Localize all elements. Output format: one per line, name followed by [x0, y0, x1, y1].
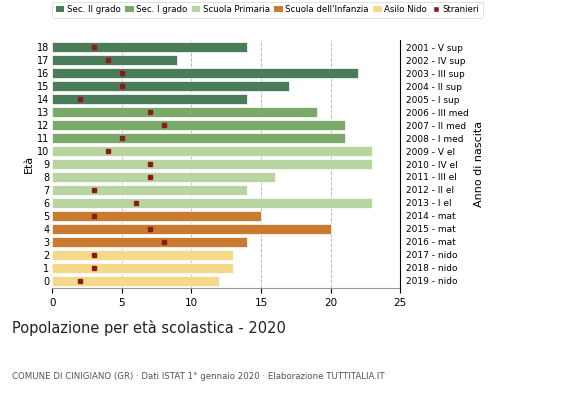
Bar	[52, 211, 261, 221]
Bar	[52, 120, 345, 130]
Bar	[52, 94, 247, 104]
Bar	[52, 81, 289, 92]
Bar	[52, 250, 233, 260]
Bar	[52, 185, 247, 195]
Bar	[52, 42, 247, 52]
Bar	[52, 146, 372, 156]
Bar	[52, 276, 219, 286]
Bar	[52, 107, 317, 117]
Bar	[52, 68, 358, 78]
Y-axis label: Anno di nascita: Anno di nascita	[474, 121, 484, 207]
Bar	[52, 198, 372, 208]
Bar	[52, 55, 177, 66]
Bar	[52, 133, 345, 143]
Bar	[52, 224, 331, 234]
Text: Popolazione per età scolastica - 2020: Popolazione per età scolastica - 2020	[12, 320, 285, 336]
Text: COMUNE DI CINIGIANO (GR) · Dati ISTAT 1° gennaio 2020 · Elaborazione TUTTITALIA.: COMUNE DI CINIGIANO (GR) · Dati ISTAT 1°…	[12, 372, 384, 381]
Legend: Sec. II grado, Sec. I grado, Scuola Primaria, Scuola dell'Infanzia, Asilo Nido, : Sec. II grado, Sec. I grado, Scuola Prim…	[52, 2, 483, 18]
Bar	[52, 159, 372, 169]
Bar	[52, 262, 233, 273]
Y-axis label: Età: Età	[24, 155, 34, 173]
Bar	[52, 172, 275, 182]
Bar	[52, 236, 247, 247]
